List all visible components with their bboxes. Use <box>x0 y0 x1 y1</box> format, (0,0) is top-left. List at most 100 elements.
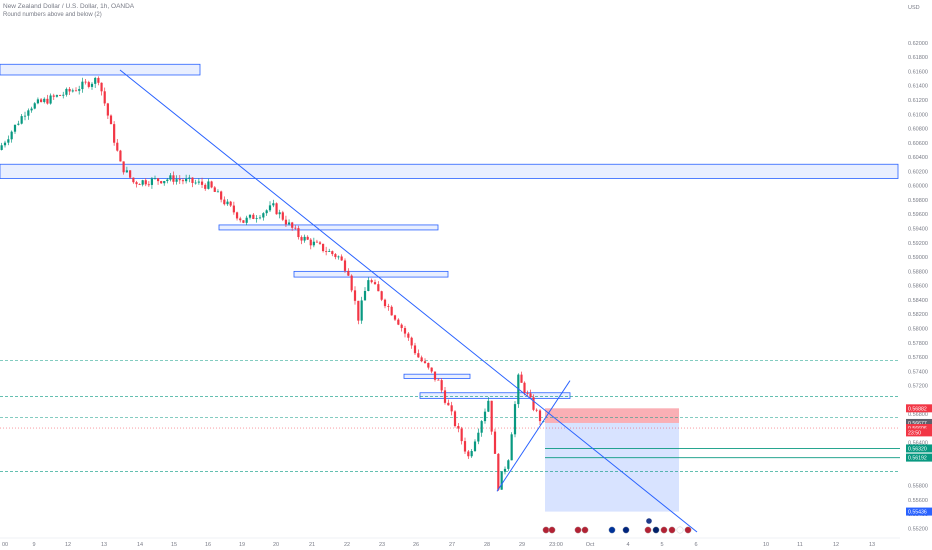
us-flag-icon[interactable] <box>542 526 550 534</box>
candle-body <box>363 290 367 301</box>
candle-body <box>410 337 413 346</box>
price-tick-label: 0.59200 <box>908 241 928 247</box>
candle-body <box>17 123 20 125</box>
candle-body <box>300 237 303 241</box>
candle-body <box>109 115 113 125</box>
candle-body <box>226 201 229 205</box>
candle-body <box>281 212 284 220</box>
candle-body <box>200 181 204 185</box>
candle-body <box>248 214 252 218</box>
candle-body <box>367 280 370 291</box>
candle-body <box>447 402 450 406</box>
us-flag-icon[interactable] <box>581 526 589 534</box>
candle-body <box>407 333 410 338</box>
candle-body <box>487 400 490 412</box>
us-flag-icon[interactable] <box>644 526 652 534</box>
candle-body <box>303 236 306 241</box>
resistance-zone[interactable] <box>293 270 449 278</box>
candle-body <box>312 241 315 246</box>
stop-loss-zone[interactable] <box>545 408 679 423</box>
candle-body <box>493 431 497 454</box>
resistance-zone[interactable] <box>0 63 201 76</box>
eu-flag-icon[interactable] <box>608 526 616 534</box>
candle-body <box>10 131 13 140</box>
resistance-zone[interactable] <box>419 392 571 399</box>
candle-body <box>169 175 172 180</box>
descending-trendline[interactable] <box>119 69 698 533</box>
time-tick-label: 29 <box>519 542 525 548</box>
candle-body <box>350 275 353 291</box>
candle-body <box>185 178 188 182</box>
candle-body <box>262 213 265 218</box>
event-icon[interactable] <box>646 518 652 524</box>
candle-body <box>144 180 147 185</box>
candle-body <box>30 108 33 111</box>
time-tick-label: 9 <box>32 542 35 548</box>
candle-body <box>97 77 100 83</box>
us-flag-icon[interactable] <box>574 526 582 534</box>
candle-body <box>357 300 360 321</box>
candle-body <box>377 284 380 292</box>
price-tick-label: 0.55600 <box>908 498 928 504</box>
resistance-zone[interactable] <box>218 224 439 231</box>
candle-body <box>437 379 440 381</box>
us-flag-icon[interactable] <box>660 526 668 534</box>
candle-body <box>33 103 36 109</box>
nz-flag-icon[interactable] <box>622 526 630 534</box>
price-tick-label: 0.58200 <box>908 312 928 318</box>
candle-body <box>507 460 510 469</box>
au-flag-icon[interactable] <box>652 526 660 534</box>
candle-body <box>331 251 334 255</box>
price-tick-label: 0.59800 <box>908 198 928 204</box>
candle-body <box>100 82 103 92</box>
resistance-zone[interactable] <box>403 373 471 379</box>
time-tick-label: 13 <box>101 542 107 548</box>
take-profit-zone[interactable] <box>545 422 679 512</box>
candle-body <box>538 410 542 422</box>
time-tick-label: 12 <box>833 542 839 548</box>
us-flag-icon[interactable] <box>684 526 692 534</box>
candle-body <box>490 400 493 432</box>
price-tick-label: 0.59400 <box>908 227 928 233</box>
resistance-zone[interactable] <box>0 163 899 179</box>
candle-body <box>141 180 144 185</box>
candle-body <box>0 145 3 150</box>
ascending-trendline[interactable] <box>496 380 571 492</box>
time-tick-label: 15 <box>171 542 177 548</box>
candle-body <box>284 219 288 225</box>
candle-body <box>7 139 10 143</box>
candle-body <box>78 89 81 91</box>
candle-body <box>328 251 331 252</box>
price-badge <box>906 418 932 427</box>
us-flag-icon[interactable] <box>548 526 556 534</box>
indicator-label[interactable]: Round numbers above and below (2) <box>3 12 102 18</box>
candle-body <box>513 404 517 435</box>
candle-body <box>71 90 74 92</box>
candle-body <box>94 77 97 84</box>
price-badge <box>906 444 932 453</box>
candle-body <box>235 212 239 219</box>
price-tick-label: 0.58800 <box>908 269 928 275</box>
candle-body <box>106 103 109 116</box>
axis-layer: USD 0.62000 0.61800 0.61600 0.61400 0.61200 0.… <box>0 5 932 548</box>
candle-body <box>353 290 357 301</box>
candle-body <box>213 187 216 192</box>
candle-body <box>87 82 90 87</box>
candle-body <box>467 451 470 457</box>
candle-body <box>337 256 340 258</box>
candle-body <box>52 95 55 97</box>
candle-body <box>160 181 163 184</box>
jp-flag-icon[interactable] <box>676 526 684 534</box>
price-tick-label: 0.60400 <box>908 155 928 161</box>
candle-body <box>503 468 507 472</box>
candles-layer <box>0 76 545 491</box>
us-flag-icon[interactable] <box>668 526 676 534</box>
candle-body <box>103 91 106 104</box>
candle-body <box>194 182 197 184</box>
candle-body <box>477 432 480 442</box>
candle-body <box>245 217 248 223</box>
candle-body <box>500 471 503 490</box>
time-tick-label: 5 <box>660 542 663 548</box>
price-tick-label: 0.61400 <box>908 84 928 90</box>
